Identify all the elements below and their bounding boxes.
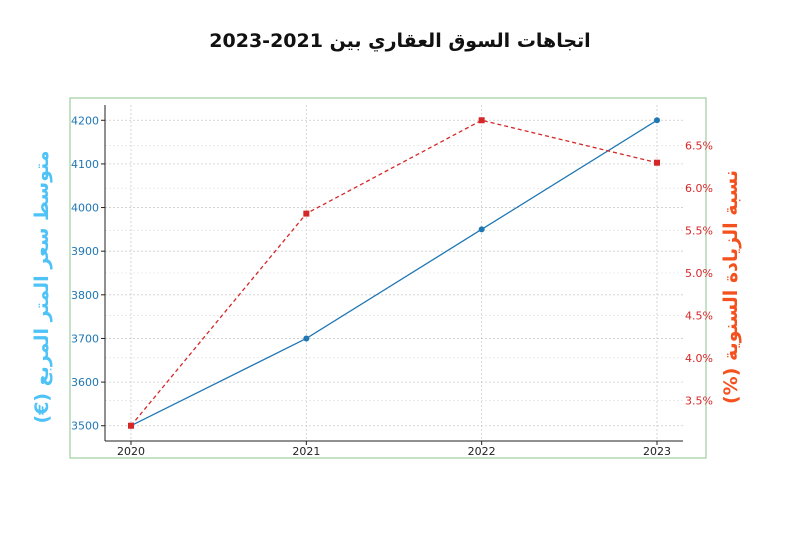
series-line-1 [130,119,658,427]
axes [101,105,683,445]
series-point-0 [654,117,660,124]
y-left-tick-label: 3900 [71,245,99,258]
y-right-tick-label: 6.5% [685,140,713,153]
y-left-tick-label: 4100 [71,158,99,171]
y-right-label: نسبة الزيادة السنوية (%) [720,170,742,404]
series [128,117,660,429]
x-tick-label: 2023 [643,445,671,458]
series-point-1 [128,422,134,429]
y-left-tick-label: 3700 [71,332,99,345]
series-point-0 [303,335,310,342]
series-point-1 [303,210,310,217]
tick-labels: 2020 2021 2022 2023 3500 3600 3700 3800 3900 4000… [71,114,713,458]
y-left-tick-label: 3800 [71,289,99,302]
chart-title: اتجاهات السوق العقاري بين 2021-2023 [209,30,590,53]
x-tick-label: 2022 [468,445,496,458]
series-point-1 [654,159,660,166]
y-right-tick-label: 4.5% [685,309,713,322]
series-point-0 [478,226,485,233]
x-tick-label: 2021 [292,445,320,458]
y-right-tick-label: 4.0% [685,352,713,365]
chart-frame [69,97,707,459]
y-right-tick-label: 5.5% [685,225,713,238]
y-left-tick-label: 3600 [71,376,99,389]
y-left-tick-label: 4000 [71,202,99,215]
series-point-1 [478,117,485,124]
y-left-tick-label: 3500 [71,420,99,433]
grid [105,105,683,441]
y-right-tick-label: 5.0% [685,267,713,280]
y-left-label: متوسط سعر المتر المربع (€) [31,150,53,423]
y-left-tick-label: 4200 [71,114,99,127]
series-line-0 [130,119,658,427]
y-right-tick-label: 6.0% [685,182,713,195]
y-right-tick-label: 3.5% [685,394,713,407]
x-tick-label: 2020 [117,445,145,458]
